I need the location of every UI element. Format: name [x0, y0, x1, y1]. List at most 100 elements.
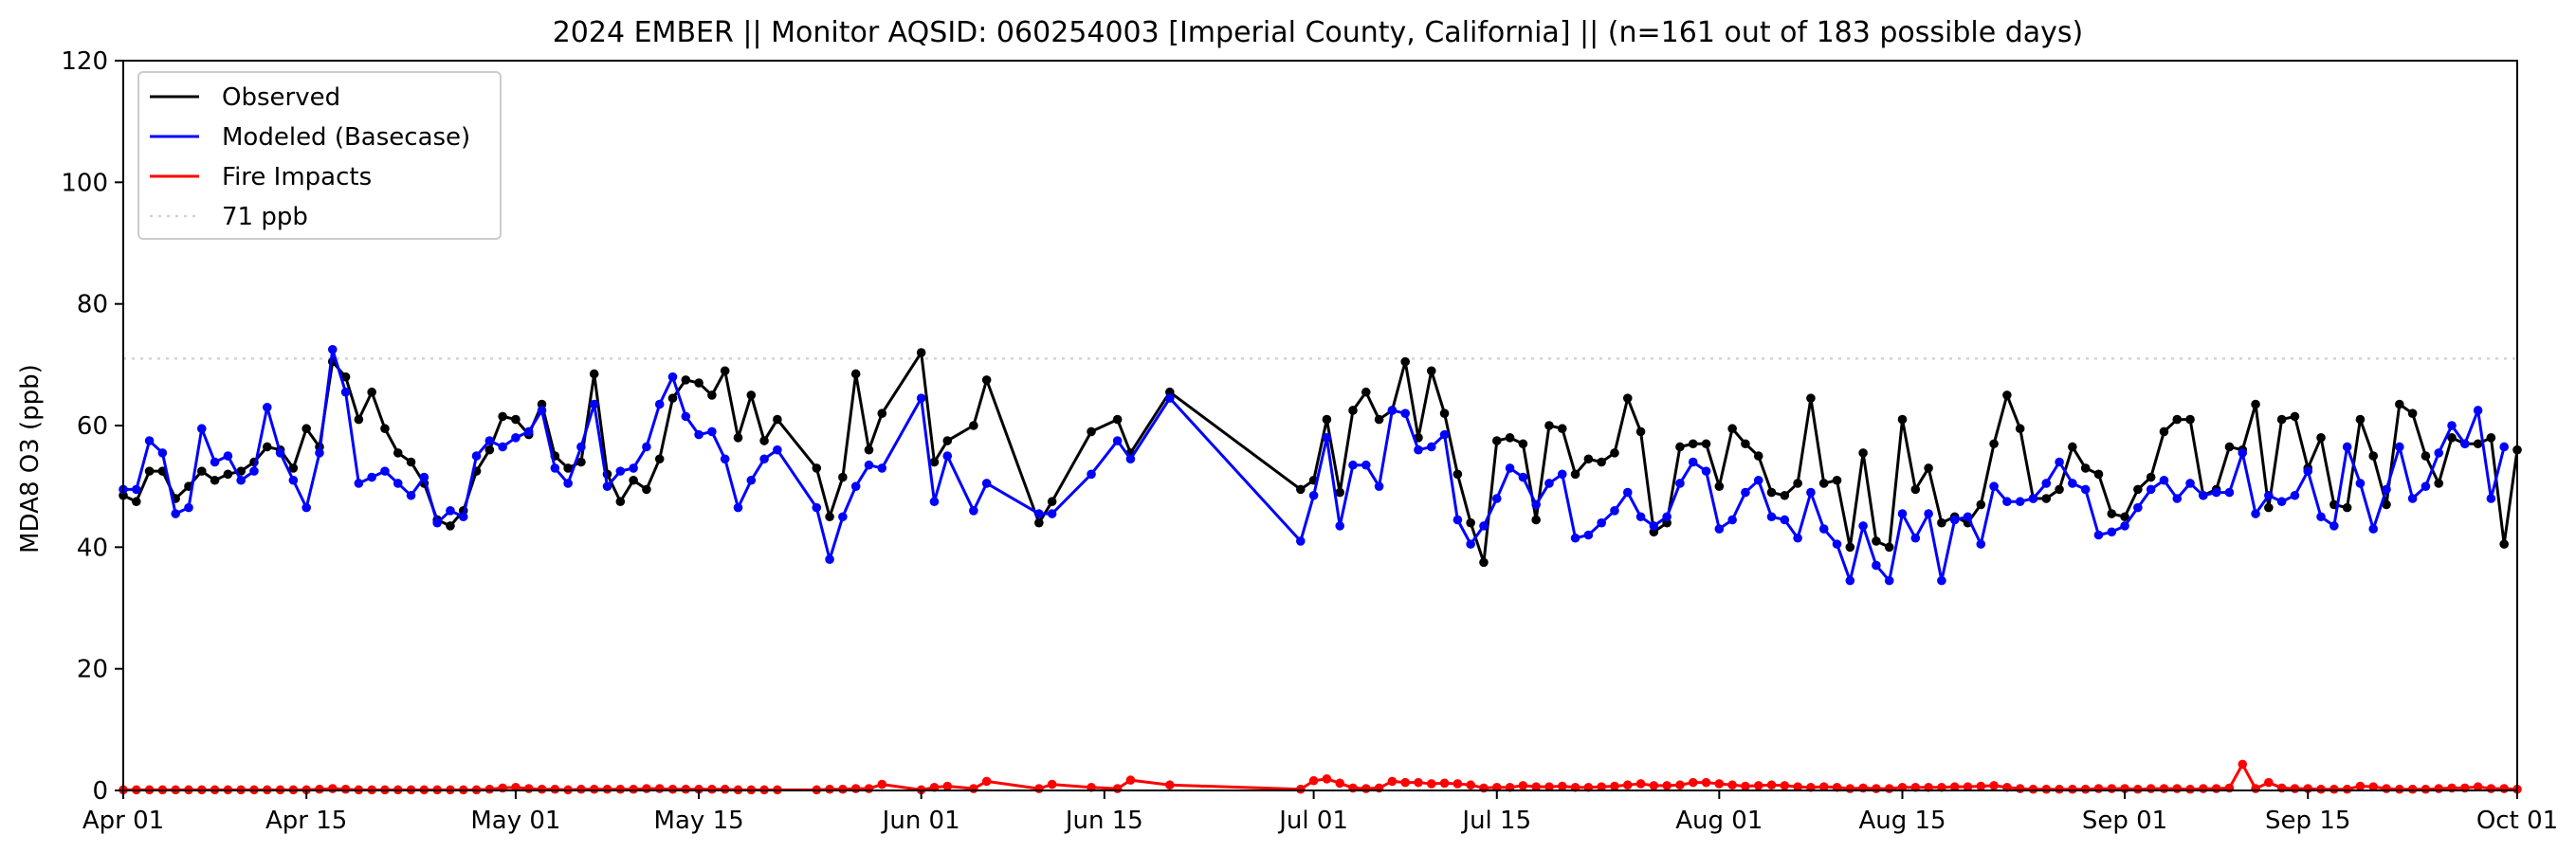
data-point	[694, 784, 703, 794]
data-point	[825, 784, 834, 794]
data-point	[1047, 779, 1057, 789]
data-point	[2107, 784, 2117, 793]
data-point	[1806, 393, 1816, 403]
data-point	[2264, 777, 2274, 788]
data-point	[2382, 484, 2391, 495]
data-point	[1937, 575, 1946, 586]
data-point	[1505, 433, 1515, 443]
data-point	[838, 784, 848, 794]
data-point	[2355, 414, 2366, 425]
data-point	[275, 448, 285, 458]
data-point	[393, 479, 403, 488]
data-point	[563, 463, 573, 473]
data-point	[589, 369, 599, 379]
data-point	[2276, 497, 2287, 507]
chart-title: 2024 EMBER || Monitor AQSID: 060254003 […	[553, 16, 2084, 49]
data-point	[654, 784, 665, 793]
data-point	[929, 497, 940, 507]
data-point	[2185, 479, 2195, 488]
data-point	[1976, 539, 1986, 549]
x-tick-label: May 01	[470, 807, 560, 835]
y-tick-label: 40	[77, 534, 108, 562]
data-point	[1937, 517, 1946, 528]
data-point	[2264, 490, 2274, 500]
data-point	[262, 442, 272, 452]
data-point	[1884, 542, 1894, 553]
data-point	[1439, 778, 1450, 789]
data-point	[2028, 494, 2038, 503]
data-point	[2211, 487, 2221, 498]
data-point	[1924, 509, 1933, 518]
data-point	[2499, 442, 2509, 452]
data-point	[615, 497, 626, 507]
data-point	[2460, 439, 2470, 449]
data-point	[1662, 781, 1672, 790]
data-point	[2015, 784, 2025, 793]
data-point	[2486, 494, 2496, 503]
data-point	[2407, 784, 2418, 794]
data-point	[1374, 414, 1384, 425]
data-point	[1361, 387, 1371, 397]
data-point	[981, 479, 992, 488]
data-point	[1308, 490, 1319, 500]
series-line	[123, 762, 2518, 791]
data-point	[2434, 784, 2444, 793]
data-point	[2185, 414, 2195, 425]
data-point	[850, 784, 861, 793]
data-point	[2290, 784, 2300, 793]
data-point	[223, 451, 233, 461]
data-point	[2447, 433, 2457, 443]
x-tick-label: Sep 15	[2265, 807, 2350, 835]
data-point	[1714, 524, 1725, 534]
data-point	[1466, 780, 1475, 790]
data-point	[642, 484, 651, 495]
data-point	[2120, 521, 2129, 531]
data-point	[929, 457, 940, 467]
data-point	[733, 433, 743, 443]
data-point	[406, 490, 416, 500]
data-point	[1387, 406, 1398, 415]
data-point	[354, 479, 364, 488]
plot-area	[119, 344, 2522, 795]
data-point	[2382, 784, 2391, 793]
data-point	[1087, 469, 1096, 480]
data-point	[812, 463, 822, 473]
data-point	[2055, 784, 2064, 794]
axes: 0 20 40 60 80 100 120 Apr 01 Apr 15 May 01 May 15 J…	[61, 47, 2558, 835]
data-point	[236, 475, 246, 485]
data-point	[1688, 777, 1698, 788]
data-point	[1400, 408, 1410, 418]
data-point	[1400, 777, 1410, 788]
data-point	[1872, 784, 1881, 793]
data-point	[2316, 512, 2326, 522]
data-point	[2080, 463, 2091, 473]
data-point	[144, 466, 155, 476]
series-fire-impacts	[119, 759, 2522, 795]
data-point	[1426, 779, 1436, 789]
legend-label: 71 ppb	[222, 203, 308, 231]
data-point	[1845, 784, 1855, 793]
data-point	[1034, 784, 1044, 793]
data-point	[2068, 784, 2077, 794]
data-point	[2133, 784, 2143, 794]
data-point	[1361, 784, 1371, 793]
data-point	[1622, 780, 1633, 790]
data-point	[1452, 779, 1463, 789]
data-point	[2421, 451, 2431, 461]
data-point	[1753, 781, 1763, 790]
data-point	[2211, 784, 2221, 793]
data-point	[825, 554, 834, 564]
data-point	[2251, 399, 2260, 409]
data-point	[2499, 539, 2509, 549]
data-point	[1348, 460, 1358, 470]
data-point	[249, 466, 259, 476]
data-point	[2264, 502, 2274, 513]
data-point	[2080, 784, 2091, 794]
data-point	[2002, 497, 2012, 507]
data-point	[1400, 356, 1410, 367]
data-point	[2276, 414, 2287, 425]
data-point	[733, 502, 743, 513]
x-tick-label: Apr 15	[265, 807, 347, 835]
data-point	[694, 378, 703, 388]
data-point	[2395, 399, 2404, 409]
